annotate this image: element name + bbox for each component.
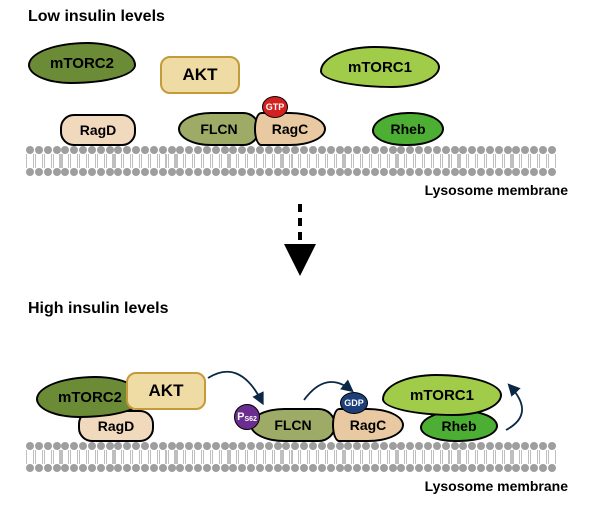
gtp-top: GTP [262, 96, 288, 118]
arrow-flcn-ragc [296, 368, 386, 418]
ragc-bottom-label: RagC [350, 417, 387, 433]
membrane-label-bottom: Lysosome membrane [425, 478, 568, 494]
rheb-bottom-label: Rheb [442, 418, 477, 434]
akt-top: AKT [160, 56, 240, 94]
mtorc1-top-label: mTORC1 [348, 59, 412, 76]
arrow-rheb-mtorc1 [490, 374, 560, 444]
akt-bottom: AKT [126, 372, 206, 410]
akt-top-label: AKT [183, 65, 218, 85]
mtorc1-bottom: mTORC1 [382, 374, 502, 416]
flcn-top-label: FLCN [200, 121, 237, 137]
ragd-bottom-label: RagD [98, 418, 135, 434]
mtorc1-top: mTORC1 [320, 46, 440, 88]
panel-title-high: High insulin levels [28, 300, 168, 318]
mtorc2-top-label: mTORC2 [50, 55, 114, 72]
panel-title-low: Low insulin levels [28, 8, 165, 26]
membrane-label-top: Lysosome membrane [425, 182, 568, 198]
transition-arrow [280, 200, 320, 280]
ragd-top: RagD [60, 114, 136, 146]
panel-low-insulin: Low insulin levels Lysosome membrane mTO… [0, 0, 600, 230]
rheb-top: Rheb [372, 112, 444, 146]
mtorc2-top: mTORC2 [28, 42, 136, 84]
gtp-top-label: GTP [266, 102, 285, 112]
membrane-bottom [26, 442, 556, 472]
membrane-top [26, 146, 556, 176]
ragc-top-label: RagC [272, 121, 309, 137]
akt-bottom-label: AKT [149, 381, 184, 401]
flcn-top: FLCN [178, 112, 260, 146]
mtorc1-bottom-label: mTORC1 [410, 387, 474, 404]
ragc-top: RagC [254, 112, 326, 146]
panel-high-insulin: High insulin levels Lysosome membrane Ra… [0, 296, 600, 532]
rheb-top-label: Rheb [391, 121, 426, 137]
arrow-akt-flcn [200, 360, 300, 420]
ragd-top-label: RagD [80, 122, 117, 138]
mtorc2-bottom-label: mTORC2 [58, 389, 122, 406]
